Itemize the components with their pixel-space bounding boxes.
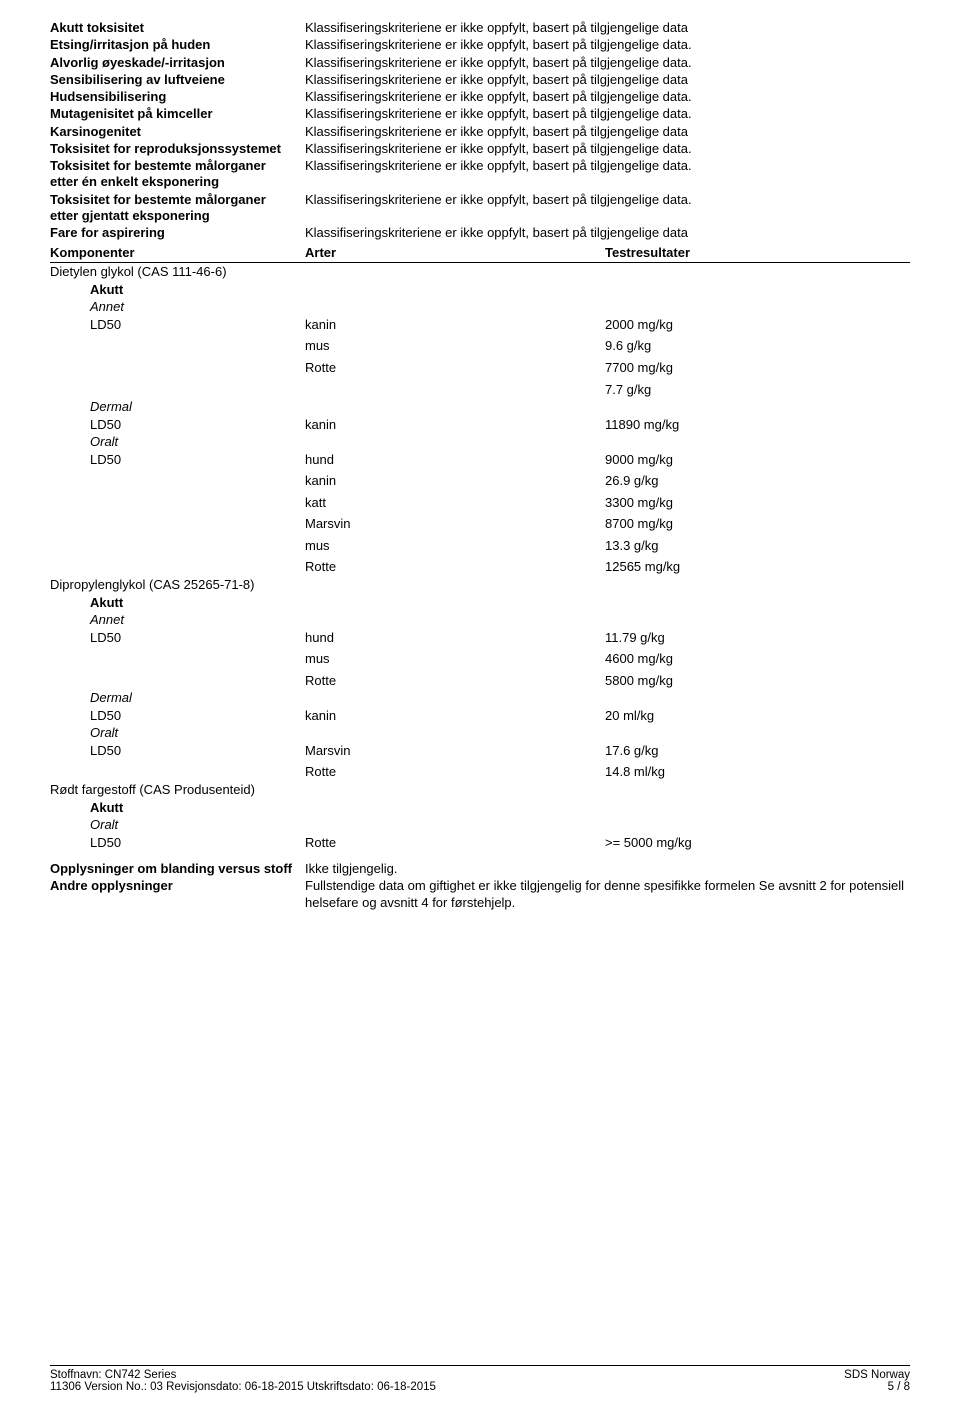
component-title: Dietylen glykol (CAS 111-46-6) — [50, 263, 910, 281]
component-title: Rødt fargestoff (CAS Produsenteid) — [50, 781, 910, 799]
def-row: Etsing/irritasjon på huden Klassifiserin… — [50, 37, 910, 53]
footer-page-number: 5 / 8 — [844, 1381, 910, 1393]
footer-meta: 11306 Version No.: 03 Revisjonsdato: 06-… — [50, 1381, 436, 1393]
def-value: Fullstendige data om giftighet er ikke t… — [305, 878, 910, 911]
def-label: Hudsensibilisering — [50, 89, 305, 105]
def-value: Klassifiseringskriteriene er ikke oppfyl… — [305, 72, 910, 88]
category-akutt: Akutt — [90, 281, 910, 299]
col-testresultater: Testresultater — [605, 245, 910, 260]
data-row: LD50kanin20 ml/kg — [50, 707, 910, 725]
def-label: Sensibilisering av luftveiene — [50, 72, 305, 88]
def-row: Hudsensibilisering Klassifiseringskriter… — [50, 89, 910, 105]
route-oralt: Oralt — [90, 724, 910, 742]
data-row: mus4600 mg/kg — [50, 650, 910, 668]
category-akutt: Akutt — [90, 799, 910, 817]
data-row: LD50kanin2000 mg/kg — [50, 316, 910, 334]
def-row: Karsinogenitet Klassifiseringskriteriene… — [50, 124, 910, 140]
category-akutt: Akutt — [90, 594, 910, 612]
def-label: Toksisitet for reproduksjonssystemet — [50, 141, 305, 157]
def-label: Karsinogenitet — [50, 124, 305, 140]
data-row: LD50hund9000 mg/kg — [50, 451, 910, 469]
table-header: Komponenter Arter Testresultater — [50, 245, 910, 263]
data-row: katt3300 mg/kg — [50, 494, 910, 512]
data-row: LD50Marsvin17.6 g/kg — [50, 742, 910, 760]
def-label: Mutagenisitet på kimceller — [50, 106, 305, 122]
def-row: Akutt toksisitet Klassifiseringskriterie… — [50, 20, 910, 36]
def-value: Klassifiseringskriteriene er ikke oppfyl… — [305, 124, 910, 140]
def-label: Andre opplysninger — [50, 878, 305, 911]
def-value: Klassifiseringskriteriene er ikke oppfyl… — [305, 158, 910, 191]
route-dermal: Dermal — [90, 398, 910, 416]
def-row: Mutagenisitet på kimceller Klassifiserin… — [50, 106, 910, 122]
route-annet: Annet — [90, 611, 910, 629]
data-row: Rotte5800 mg/kg — [50, 672, 910, 690]
def-row: Toksisitet for bestemte målorganer etter… — [50, 158, 910, 191]
def-value: Ikke tilgjengelig. — [305, 861, 910, 877]
def-row: Toksisitet for reproduksjonssystemet Kla… — [50, 141, 910, 157]
data-row: Marsvin8700 mg/kg — [50, 515, 910, 533]
def-label: Etsing/irritasjon på huden — [50, 37, 305, 53]
route-dermal: Dermal — [90, 689, 910, 707]
def-value: Klassifiseringskriteriene er ikke oppfyl… — [305, 225, 910, 241]
route-oralt: Oralt — [90, 433, 910, 451]
data-row: 7.7 g/kg — [50, 381, 910, 399]
data-row: LD50Rotte>= 5000 mg/kg — [50, 834, 910, 852]
def-row: Andre opplysninger Fullstendige data om … — [50, 878, 910, 911]
def-label: Akutt toksisitet — [50, 20, 305, 36]
footer-product: Stoffnavn: CN742 Series — [50, 1369, 436, 1381]
def-row: Alvorlig øyeskade/-irritasjon Klassifise… — [50, 55, 910, 71]
def-label: Opplysninger om blanding versus stoff — [50, 861, 305, 877]
def-row: Opplysninger om blanding versus stoff Ik… — [50, 861, 910, 877]
def-value: Klassifiseringskriteriene er ikke oppfyl… — [305, 37, 910, 53]
route-oralt: Oralt — [90, 816, 910, 834]
data-row: kanin26.9 g/kg — [50, 472, 910, 490]
def-value: Klassifiseringskriteriene er ikke oppfyl… — [305, 89, 910, 105]
def-row: Sensibilisering av luftveiene Klassifise… — [50, 72, 910, 88]
def-value: Klassifiseringskriteriene er ikke oppfyl… — [305, 192, 910, 225]
component-title: Dipropylenglykol (CAS 25265-71-8) — [50, 576, 910, 594]
footer-doc-type: SDS Norway — [844, 1369, 910, 1381]
data-row: mus13.3 g/kg — [50, 537, 910, 555]
def-label: Alvorlig øyeskade/-irritasjon — [50, 55, 305, 71]
data-row: Rotte14.8 ml/kg — [50, 763, 910, 781]
def-row: Toksisitet for bestemte målorganer etter… — [50, 192, 910, 225]
col-arter: Arter — [305, 245, 605, 260]
def-label: Fare for aspirering — [50, 225, 305, 241]
def-value: Klassifiseringskriteriene er ikke oppfyl… — [305, 141, 910, 157]
data-row: LD50kanin11890 mg/kg — [50, 416, 910, 434]
route-annet: Annet — [90, 298, 910, 316]
data-row: Rotte12565 mg/kg — [50, 558, 910, 576]
def-value: Klassifiseringskriteriene er ikke oppfyl… — [305, 55, 910, 71]
footer-left: Stoffnavn: CN742 Series 11306 Version No… — [50, 1369, 436, 1393]
def-row: Fare for aspirering Klassifiseringskrite… — [50, 225, 910, 241]
page-footer: Stoffnavn: CN742 Series 11306 Version No… — [50, 1365, 910, 1393]
data-row: LD50hund11.79 g/kg — [50, 629, 910, 647]
def-value: Klassifiseringskriteriene er ikke oppfyl… — [305, 106, 910, 122]
data-row: Rotte7700 mg/kg — [50, 359, 910, 377]
def-label: Toksisitet for bestemte målorganer etter… — [50, 158, 305, 191]
def-value: Klassifiseringskriteriene er ikke oppfyl… — [305, 20, 910, 36]
data-row: mus9.6 g/kg — [50, 337, 910, 355]
col-komponenter: Komponenter — [50, 245, 305, 260]
def-label: Toksisitet for bestemte målorganer etter… — [50, 192, 305, 225]
footer-right: SDS Norway 5 / 8 — [844, 1369, 910, 1393]
